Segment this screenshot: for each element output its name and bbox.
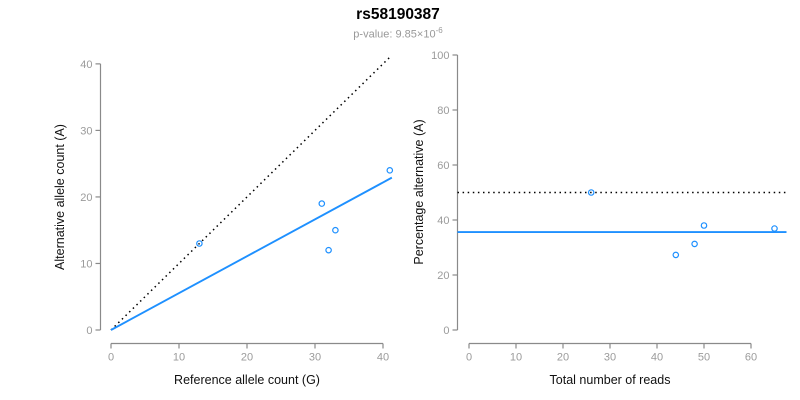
plot-title: rs58190387 (356, 6, 440, 23)
y-tick-label: 20 (80, 192, 92, 204)
x-tick-label: 0 (108, 352, 114, 364)
x-tick-label: 0 (466, 352, 472, 364)
identity-line (110, 56, 391, 331)
figure-header: rs58190387 p-value: 9.85×10-6 (353, 6, 442, 41)
data-point (332, 226, 339, 234)
y-tick-label: 80 (437, 105, 449, 117)
y-axis-title: Percentage alternative (A) (412, 119, 426, 264)
y-axis-title: Alternative allele count (A) (53, 124, 67, 270)
data-point (672, 251, 680, 259)
y-tick-label: 40 (437, 215, 449, 227)
data-point (587, 189, 595, 196)
pvalue-text: p-value: 9.85×10 (353, 28, 436, 41)
y-tick-label: 60 (437, 160, 449, 172)
x-tick-label: 20 (557, 352, 569, 364)
x-tick-label: 10 (173, 352, 185, 364)
y-tick-label: 10 (80, 258, 92, 270)
x-tick-label: 50 (698, 352, 710, 364)
y-tick-label: 0 (86, 325, 92, 337)
data-point (771, 225, 778, 232)
y-tick-label: 20 (437, 270, 449, 282)
y-tick-label: 40 (80, 59, 92, 71)
data-point (325, 246, 332, 254)
x-tick-label: 40 (377, 352, 389, 364)
x-tick-label: 40 (651, 352, 663, 364)
fit-line (110, 176, 393, 331)
data-point (318, 200, 326, 207)
data-point (691, 240, 698, 248)
pvalue-exponent: -6 (435, 26, 443, 35)
y-tick-label: 100 (431, 50, 449, 62)
x-tick-label: 20 (241, 352, 253, 364)
y-tick-label: 30 (80, 125, 92, 137)
y-tick-label: 0 (443, 325, 449, 337)
x-axis-title: Reference allele count (G) (174, 373, 320, 387)
plot-subtitle: p-value: 9.85×10-6 (353, 26, 442, 41)
x-tick-label: 30 (309, 352, 321, 364)
x-axis-title: Total number of reads (550, 373, 671, 387)
data-point (196, 240, 203, 247)
x-tick-label: 60 (745, 352, 757, 364)
x-tick-label: 30 (604, 352, 616, 364)
data-point (700, 222, 708, 229)
data-point (386, 167, 394, 174)
x-tick-label: 10 (510, 352, 522, 364)
